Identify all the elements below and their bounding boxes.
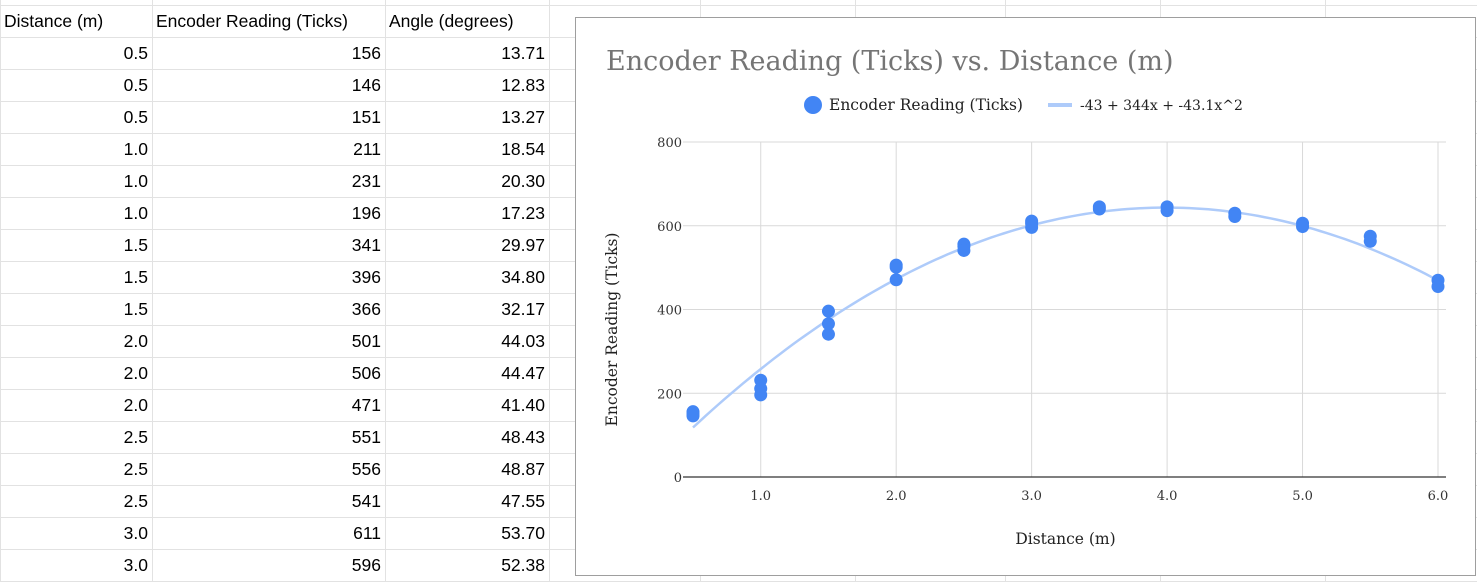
cell-encoder-reading[interactable]: 146 — [351, 75, 381, 95]
header-encoder-reading[interactable]: Encoder Reading (Ticks) — [156, 11, 348, 31]
cell-distance[interactable]: 2.0 — [123, 331, 148, 351]
cell-encoder-reading[interactable]: 341 — [351, 235, 381, 255]
data-point[interactable] — [1025, 217, 1039, 231]
cell-angle[interactable]: 12.83 — [501, 75, 545, 95]
cell-angle[interactable]: 48.43 — [501, 427, 545, 447]
cell-encoder-reading[interactable]: 471 — [351, 395, 381, 415]
data-point[interactable] — [821, 327, 835, 341]
cell-angle[interactable]: 47.55 — [501, 491, 545, 511]
data-point[interactable] — [821, 317, 835, 331]
cell-distance[interactable]: 0.5 — [123, 75, 148, 95]
chart-title: Encoder Reading (Ticks) vs. Distance (m) — [606, 46, 1174, 77]
cell-angle[interactable]: 44.03 — [501, 331, 545, 351]
data-point[interactable] — [1160, 204, 1174, 218]
legend-marker-encoder — [804, 96, 822, 114]
cell-encoder-reading[interactable]: 156 — [351, 43, 381, 63]
cell-distance[interactable]: 1.5 — [123, 267, 148, 287]
data-point[interactable] — [1431, 279, 1445, 293]
header-angle[interactable]: Angle (degrees) — [389, 11, 514, 31]
chart-legend: Encoder Reading (Ticks) -43 + 344x + -43… — [804, 96, 1243, 114]
cell-encoder-reading[interactable]: 501 — [351, 331, 381, 351]
cell-distance[interactable]: 1.5 — [123, 299, 148, 319]
legend-label-trendline: -43 + 344x + -43.1x^2 — [1080, 98, 1243, 114]
cell-angle[interactable]: 17.23 — [501, 203, 545, 223]
cell-angle[interactable]: 53.70 — [501, 523, 545, 543]
cell-distance[interactable]: 1.0 — [123, 139, 148, 159]
row-gridline — [0, 5, 1477, 6]
cell-distance[interactable]: 3.0 — [123, 555, 148, 575]
column-gridline — [0, 0, 1, 582]
y-tick-label: 200 — [657, 387, 682, 402]
data-point[interactable] — [686, 407, 700, 421]
data-point[interactable] — [754, 373, 768, 387]
cell-angle[interactable]: 52.38 — [501, 555, 545, 575]
cell-distance[interactable]: 2.0 — [123, 363, 148, 383]
column-gridline — [385, 0, 386, 582]
scatter-chart: Encoder Reading (Ticks) vs. Distance (m)… — [603, 46, 1449, 548]
cell-distance[interactable]: 2.5 — [123, 491, 148, 511]
cell-angle[interactable]: 13.27 — [501, 107, 545, 127]
y-axis-label: Encoder Reading (Ticks) — [603, 233, 621, 427]
cell-angle[interactable]: 18.54 — [501, 139, 545, 159]
cell-encoder-reading[interactable]: 551 — [351, 427, 381, 447]
cell-angle[interactable]: 20.30 — [501, 171, 545, 191]
cell-angle[interactable]: 29.97 — [501, 235, 545, 255]
data-point[interactable] — [889, 273, 903, 287]
data-point[interactable] — [1296, 220, 1310, 234]
y-tick-label: 600 — [657, 220, 682, 235]
x-tick-label: 2.0 — [886, 489, 907, 504]
cell-encoder-reading[interactable]: 611 — [353, 523, 381, 543]
x-tick-label: 3.0 — [1021, 489, 1042, 504]
cell-encoder-reading[interactable]: 596 — [351, 555, 381, 575]
cell-angle[interactable]: 44.47 — [501, 363, 545, 383]
cell-distance[interactable]: 0.5 — [123, 43, 148, 63]
cell-encoder-reading[interactable]: 196 — [351, 203, 381, 223]
column-gridline — [549, 0, 550, 582]
x-tick-label: 6.0 — [1428, 489, 1449, 504]
cell-encoder-reading[interactable]: 556 — [351, 459, 381, 479]
cell-distance[interactable]: 1.0 — [123, 171, 148, 191]
x-tick-label: 5.0 — [1292, 489, 1313, 504]
cell-encoder-reading[interactable]: 366 — [351, 299, 381, 319]
cell-distance[interactable]: 1.0 — [123, 203, 148, 223]
cell-encoder-reading[interactable]: 506 — [351, 363, 381, 383]
data-point[interactable] — [821, 304, 835, 318]
cell-angle[interactable]: 41.40 — [501, 395, 545, 415]
data-point[interactable] — [1092, 202, 1106, 216]
data-point[interactable] — [889, 258, 903, 272]
cell-encoder-reading[interactable]: 231 — [351, 171, 381, 191]
legend-marker-trendline — [1048, 103, 1072, 107]
cell-distance[interactable]: 2.5 — [123, 459, 148, 479]
cell-distance[interactable]: 3.0 — [123, 523, 148, 543]
trendline — [692, 206, 1439, 429]
chart-panel[interactable]: Encoder Reading (Ticks) vs. Distance (m)… — [575, 17, 1476, 576]
data-point[interactable] — [957, 243, 971, 257]
y-tick-label: 400 — [657, 304, 682, 319]
column-gridline — [152, 0, 153, 582]
y-tick-label: 800 — [657, 136, 682, 151]
y-tick-label: 0 — [674, 471, 682, 486]
cell-angle[interactable]: 13.71 — [501, 43, 545, 63]
cell-distance[interactable]: 0.5 — [123, 107, 148, 127]
cell-distance[interactable]: 1.5 — [123, 235, 148, 255]
x-tick-label: 4.0 — [1157, 489, 1178, 504]
cell-distance[interactable]: 2.0 — [123, 395, 148, 415]
cell-angle[interactable]: 34.80 — [501, 267, 545, 287]
cell-encoder-reading[interactable]: 151 — [351, 107, 381, 127]
x-tick-label: 1.0 — [750, 489, 771, 504]
header-distance[interactable]: Distance (m) — [4, 11, 104, 31]
x-axis-label: Distance (m) — [1015, 530, 1115, 548]
cell-encoder-reading[interactable]: 541 — [351, 491, 381, 511]
legend-label-encoder: Encoder Reading (Ticks) — [829, 96, 1023, 114]
data-point[interactable] — [754, 388, 768, 402]
cell-distance[interactable]: 2.5 — [123, 427, 148, 447]
cell-encoder-reading[interactable]: 396 — [351, 267, 381, 287]
data-point[interactable] — [1363, 234, 1377, 248]
cell-encoder-reading[interactable]: 211 — [353, 139, 381, 159]
cell-angle[interactable]: 32.17 — [501, 299, 545, 319]
cell-angle[interactable]: 48.87 — [501, 459, 545, 479]
data-point[interactable] — [1228, 210, 1242, 224]
